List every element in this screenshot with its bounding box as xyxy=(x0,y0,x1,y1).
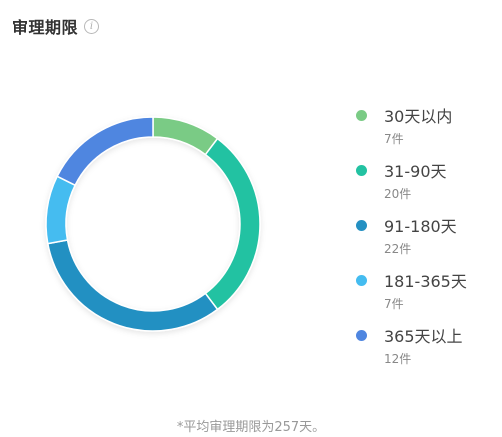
average-duration-note: *平均审理期限为257天。 xyxy=(176,420,326,435)
legend-count: 7件 xyxy=(384,132,404,146)
legend-item[interactable]: 91-180天 22件 xyxy=(356,213,496,268)
legend-count: 20件 xyxy=(384,187,412,201)
legend-dot-icon xyxy=(356,330,367,341)
donut-slice-5[interactable] xyxy=(56,116,154,187)
donut-slice-1[interactable] xyxy=(152,116,219,156)
donut-slice-2[interactable] xyxy=(204,137,261,311)
legend-dot-icon xyxy=(356,110,367,121)
donut-chart xyxy=(45,116,261,332)
legend-label: 91-180天 xyxy=(384,217,457,236)
chart-legend: 30天以内 7件 31-90天 20件 91-180天 22件 181-365天 7件 365天… xyxy=(356,103,496,378)
legend-item[interactable]: 365天以上 12件 xyxy=(356,323,496,378)
legend-dot-icon xyxy=(356,220,367,231)
legend-item[interactable]: 181-365天 7件 xyxy=(356,268,496,323)
donut-slice-4[interactable] xyxy=(45,175,77,245)
legend-count: 7件 xyxy=(384,297,404,311)
legend-item[interactable]: 31-90天 20件 xyxy=(356,158,496,213)
legend-count: 12件 xyxy=(384,352,412,366)
legend-count: 22件 xyxy=(384,242,412,256)
legend-label: 31-90天 xyxy=(384,162,447,181)
legend-dot-icon xyxy=(356,275,367,286)
page-title: 审理期限 xyxy=(12,18,79,37)
legend-label: 30天以内 xyxy=(384,107,453,126)
legend-dot-icon xyxy=(356,165,367,176)
panel-header: 审理期限 i xyxy=(12,14,100,38)
legend-label: 365天以上 xyxy=(384,327,463,346)
info-icon[interactable]: i xyxy=(84,18,100,34)
legend-item[interactable]: 30天以内 7件 xyxy=(356,103,496,158)
donut-slice-3[interactable] xyxy=(46,239,219,332)
legend-label: 181-365天 xyxy=(384,272,467,291)
